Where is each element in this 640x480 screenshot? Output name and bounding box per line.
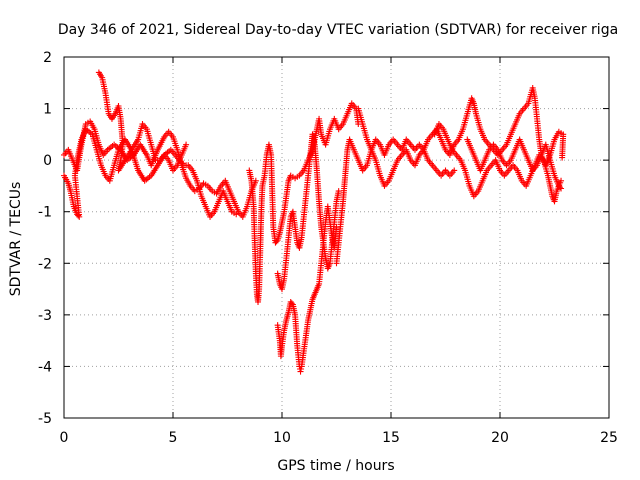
data-point xyxy=(233,211,240,218)
y-tick-label: 1 xyxy=(43,102,52,118)
data-point xyxy=(559,154,566,161)
data-point xyxy=(335,188,342,195)
chart-title: Day 346 of 2021, Sidereal Day-to-day VTE… xyxy=(58,22,618,38)
x-tick-label: 0 xyxy=(60,430,69,446)
y-tick-label: -5 xyxy=(38,411,52,427)
plot-frame xyxy=(63,56,610,419)
y-tick-label: -4 xyxy=(38,359,52,375)
data-point xyxy=(183,141,190,148)
data-point xyxy=(558,177,565,184)
axis-ticks: 0 5 10 15 20 25 -5 -4 -3 -2 -1 0 1 2 xyxy=(38,50,618,446)
y-tick-label: -2 xyxy=(38,256,52,272)
y-tick-label: 2 xyxy=(43,50,52,66)
data-point xyxy=(451,167,458,174)
data-point xyxy=(558,185,565,192)
grid xyxy=(64,57,609,418)
y-axis-label: SDTVAR / TECUs xyxy=(8,182,24,297)
data-point xyxy=(288,300,295,307)
data-point xyxy=(556,184,563,191)
data-points xyxy=(61,69,567,375)
data-point xyxy=(333,224,340,231)
x-tick-label: 10 xyxy=(273,430,291,446)
y-tick-label: -3 xyxy=(38,308,52,324)
x-tick-label: 15 xyxy=(382,430,400,446)
data-point xyxy=(75,212,82,219)
x-tick-label: 5 xyxy=(169,430,178,446)
data-point xyxy=(273,238,280,245)
x-tick-label: 20 xyxy=(491,430,509,446)
x-tick-label: 25 xyxy=(600,430,618,446)
x-axis-label: GPS time / hours xyxy=(277,458,394,474)
y-tick-label: 0 xyxy=(43,153,52,169)
y-tick-label: -1 xyxy=(38,205,52,221)
